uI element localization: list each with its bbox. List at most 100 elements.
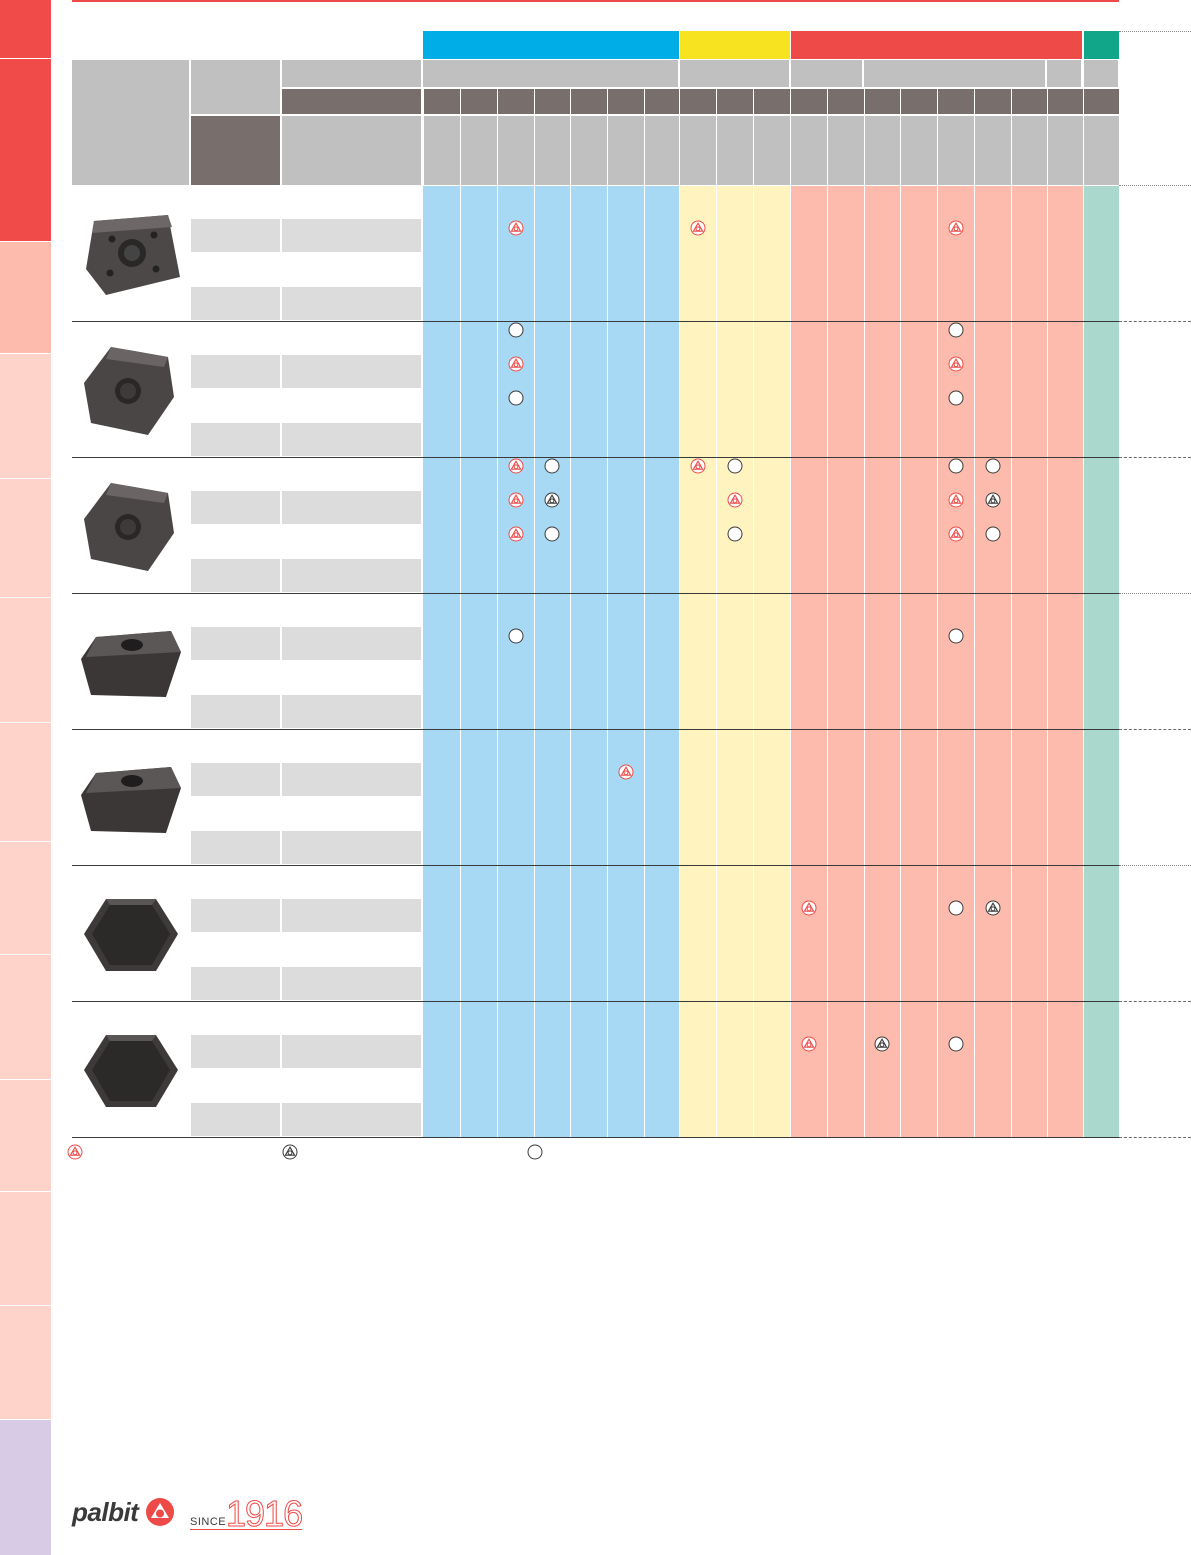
column-divider — [460, 186, 461, 1137]
row-divider — [72, 1137, 1119, 1138]
header-code-cell — [1084, 89, 1119, 114]
palbit-red-recommended-icon — [508, 458, 524, 474]
header-code-cell — [828, 89, 864, 114]
header-code-cell — [498, 89, 534, 114]
column-divider — [679, 186, 680, 1137]
sidebar-tab — [0, 242, 51, 353]
row-divider — [72, 321, 1119, 322]
column-divider — [1047, 186, 1048, 1137]
palbit-red-recommended-icon — [948, 492, 964, 508]
header-code-cell — [901, 89, 937, 114]
sidebar-tab — [0, 1420, 51, 1555]
row-desc-cell — [282, 967, 421, 1000]
circle-option-icon — [508, 390, 524, 406]
row-indicator — [1119, 1137, 1191, 1138]
brand-name: palbit — [72, 1497, 139, 1527]
parallelogram-insert-sharp-icon — [76, 743, 186, 853]
grade-column — [974, 186, 1011, 1137]
column-divider — [534, 186, 535, 1137]
parallelogram-insert-icon — [76, 607, 186, 717]
column-divider — [937, 186, 938, 1137]
row-code-cell — [191, 967, 280, 1000]
sidebar-tab — [0, 1192, 51, 1305]
row-desc-cell — [282, 763, 421, 796]
header-value-cell — [608, 116, 644, 185]
row-indicator — [1119, 729, 1191, 730]
grade-column — [460, 186, 497, 1137]
header-subgroup-cell — [864, 60, 1045, 87]
row-code-cell — [191, 219, 280, 252]
palbit-red-recommended-icon — [67, 1144, 83, 1160]
header-label-cell — [191, 60, 280, 114]
column-divider — [900, 186, 901, 1137]
row-code-cell — [191, 899, 280, 932]
material-group-k-band — [791, 31, 1082, 59]
row-code-cell — [191, 695, 280, 728]
palbit-red-recommended-icon — [508, 356, 524, 372]
header-code-cell — [717, 89, 753, 114]
header-value-cell — [1048, 116, 1083, 185]
row-divider — [72, 1001, 1119, 1002]
circle-option-icon — [985, 458, 1001, 474]
header-code-cell — [461, 89, 497, 114]
header-value-cell — [535, 116, 570, 185]
header-value-cell — [1084, 116, 1119, 185]
row-desc-cell — [282, 1035, 421, 1068]
row-indicator — [1119, 865, 1191, 866]
header-subgroup-cell — [791, 60, 862, 87]
palbit-dark-alternative-icon — [985, 900, 1001, 916]
material-group-p-band — [423, 31, 679, 59]
header-value-cell — [461, 116, 497, 185]
header-code-cell — [424, 89, 460, 114]
header-value-cell — [901, 116, 937, 185]
column-divider — [607, 186, 608, 1137]
sidebar-tab — [0, 479, 51, 597]
header-subgroup-cell — [680, 60, 789, 87]
header-label-cell — [282, 60, 421, 87]
row-code-cell — [191, 287, 280, 320]
header-value-cell — [680, 116, 716, 185]
row-code-cell — [191, 491, 280, 524]
row-indicator — [1119, 457, 1191, 458]
since-year: 1916 — [225, 1493, 303, 1535]
circle-option-icon — [544, 526, 560, 542]
header-code-cell — [1012, 89, 1047, 114]
grade-column — [1083, 186, 1119, 1137]
header-value-cell — [1012, 116, 1047, 185]
header-subgroup-cell — [1047, 60, 1081, 87]
grade-column — [679, 186, 716, 1137]
palbit-red-recommended-icon — [508, 492, 524, 508]
material-group-m-band — [680, 31, 790, 59]
header-code-cell — [865, 89, 900, 114]
grade-column — [937, 186, 974, 1137]
header-code-cell — [571, 89, 607, 114]
circle-option-icon — [985, 526, 1001, 542]
palbit-dark-alternative-icon — [282, 1144, 298, 1160]
header-dark-cell — [191, 116, 280, 185]
column-divider — [644, 186, 645, 1137]
circle-option-icon — [527, 1144, 543, 1160]
grade-column — [497, 186, 534, 1137]
row-desc-cell — [282, 1103, 421, 1136]
column-divider — [1011, 186, 1012, 1137]
row-code-cell — [191, 1035, 280, 1068]
header-code-cell — [535, 89, 570, 114]
row-desc-cell — [282, 287, 421, 320]
palbit-red-recommended-icon — [618, 764, 634, 780]
row-code-cell — [191, 763, 280, 796]
circle-option-icon — [508, 322, 524, 338]
since-underline — [190, 1529, 302, 1530]
palbit-dark-alternative-icon — [985, 492, 1001, 508]
circle-option-icon — [948, 1036, 964, 1052]
palbit-red-recommended-icon — [801, 900, 817, 916]
hexagonal-insert-icon — [76, 879, 186, 989]
row-desc-cell — [282, 627, 421, 660]
circle-option-icon — [948, 900, 964, 916]
row-desc-cell — [282, 695, 421, 728]
header-code-cell — [938, 89, 974, 114]
row-code-cell — [191, 559, 280, 592]
circle-option-icon — [948, 390, 964, 406]
right-indicator — [1119, 31, 1191, 32]
palbit-red-recommended-icon — [508, 526, 524, 542]
grade-column — [423, 186, 460, 1137]
